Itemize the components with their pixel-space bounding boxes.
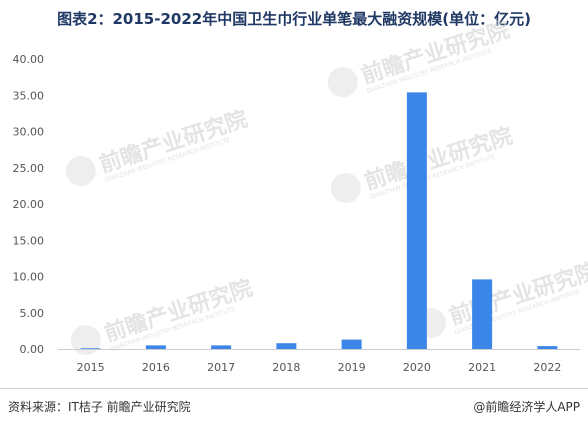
bar-2022 xyxy=(537,346,558,349)
y-tick-label: 30.00 xyxy=(13,126,45,139)
watermark-logo-icon xyxy=(330,173,361,204)
watermark-5: 前瞻产业研究院 QIANZHAN INDUSTRY RESEARCH INSTI… xyxy=(415,258,588,339)
watermarks: 前瞻产业研究院 QIANZHAN INDUSTRY RESEARCH INSTI… xyxy=(65,17,588,356)
x-tick-label: 2015 xyxy=(77,361,105,374)
credit-note: @前瞻经济学人APP xyxy=(473,400,580,414)
bar-2019 xyxy=(341,339,362,349)
y-tick-label: 0.00 xyxy=(20,343,45,356)
bar-2018 xyxy=(276,343,297,349)
y-tick-label: 25.00 xyxy=(13,162,45,175)
x-tick-label: 2020 xyxy=(403,361,431,374)
watermark-logo-icon xyxy=(70,325,101,356)
y-tick-label: 5.00 xyxy=(20,307,45,320)
x-tick-label: 2018 xyxy=(272,361,300,374)
y-tick-label: 20.00 xyxy=(13,198,45,211)
watermark-3: 前瞻产业研究院 QIANZHAN INDUSTRY RESEARCH INSTI… xyxy=(327,17,513,98)
x-tick-label: 2021 xyxy=(468,361,496,374)
watermark-logo-icon xyxy=(327,67,358,98)
bars xyxy=(80,92,558,350)
x-axis-ticks: 2015 2016 2017 2018 2019 2020 2021 2022 xyxy=(77,361,562,374)
bar-2017 xyxy=(211,345,232,349)
y-axis-ticks: 0.00 5.00 10.00 15.00 20.00 25.00 30.00 35.00 40… xyxy=(13,53,45,356)
y-tick-label: 35.00 xyxy=(13,89,45,102)
bar-2016 xyxy=(145,345,166,349)
y-tick-label: 10.00 xyxy=(13,271,45,284)
bar-2020 xyxy=(406,92,427,349)
x-tick-label: 2017 xyxy=(207,361,235,374)
source-note: 资料来源：IT桔子 前瞻产业研究院 xyxy=(8,400,191,414)
chart-title: 图表2：2015-2022年中国卫生巾行业单笔最大融资规模(单位：亿元) xyxy=(57,10,531,28)
x-tick-label: 2016 xyxy=(142,361,170,374)
bar-2021 xyxy=(472,279,493,349)
y-tick-label: 40.00 xyxy=(13,53,45,66)
x-tick-label: 2022 xyxy=(533,361,561,374)
watermark-logo-icon xyxy=(65,156,96,187)
footer-divider xyxy=(0,388,588,389)
y-tick-label: 15.00 xyxy=(13,234,45,247)
watermark-1: 前瞻产业研究院 QIANZHAN INDUSTRY RESEARCH INSTI… xyxy=(65,106,251,187)
bar-2015 xyxy=(80,348,101,350)
x-tick-label: 2019 xyxy=(338,361,366,374)
